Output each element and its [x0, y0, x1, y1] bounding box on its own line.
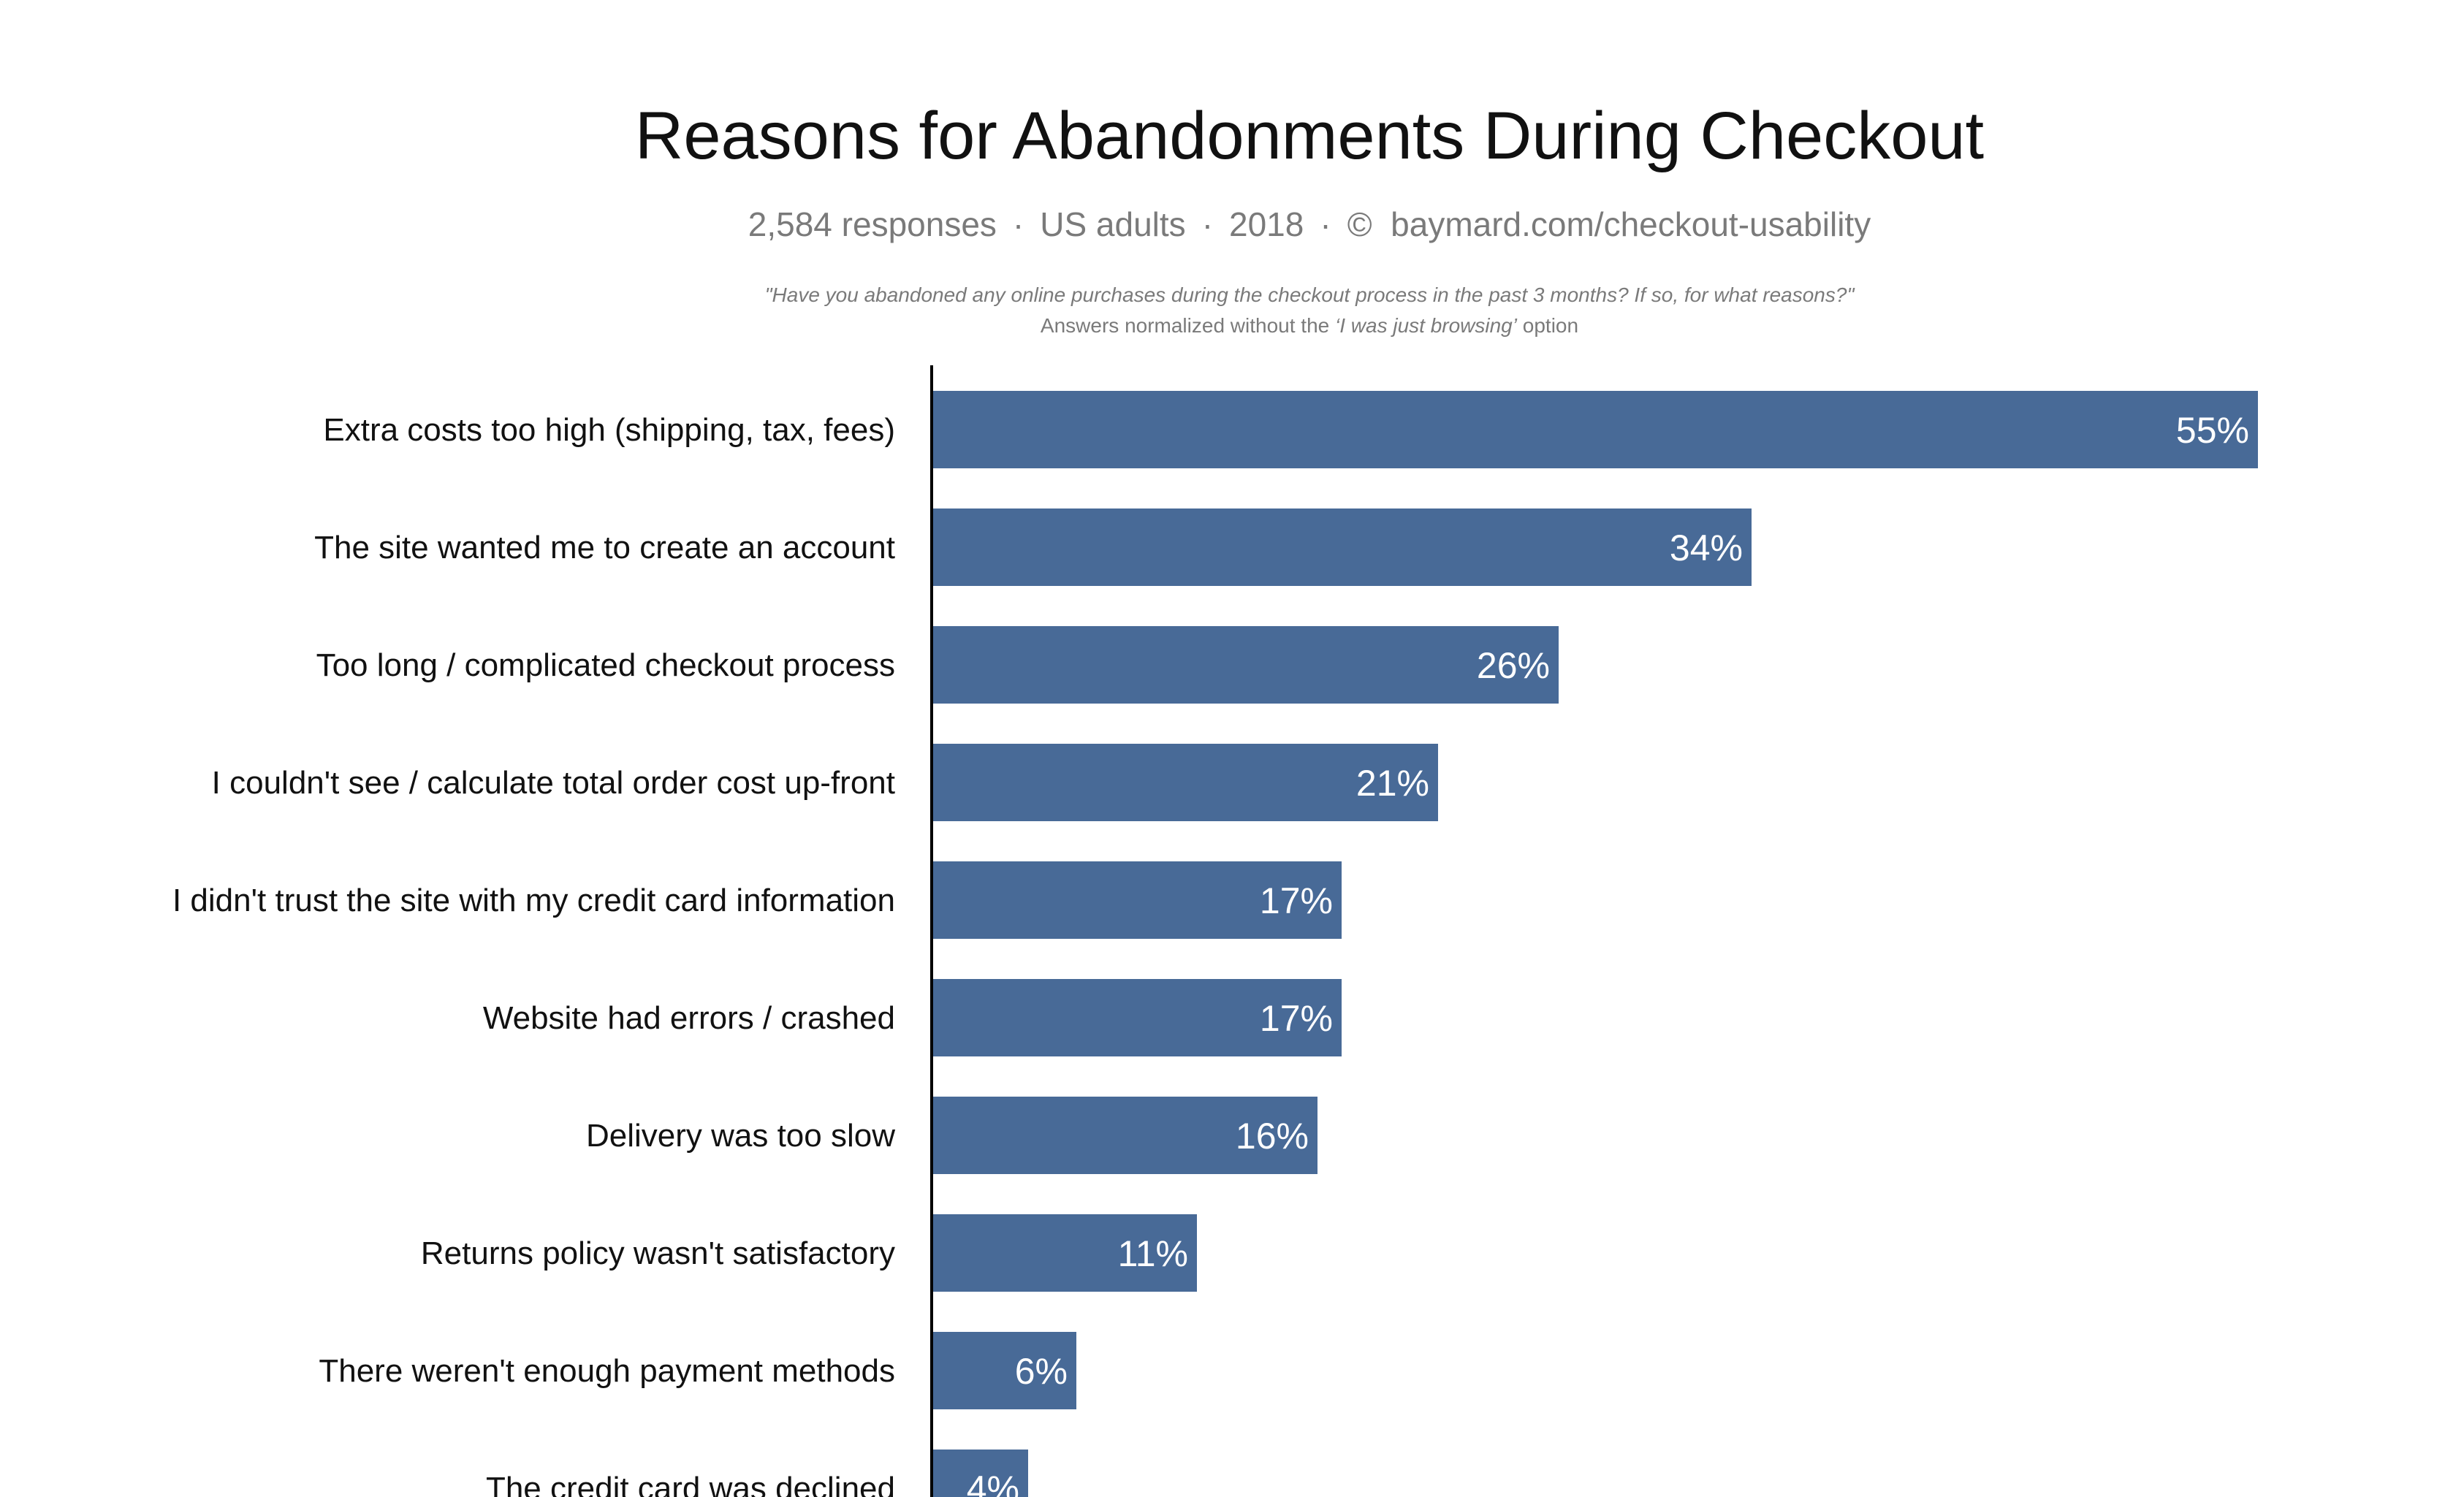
- category-label: Returns policy wasn't satisfactory: [421, 1235, 895, 1271]
- survey-question: "Have you abandoned any online purchases…: [764, 283, 1855, 306]
- bar-6: [932, 979, 1342, 1056]
- category-label: I couldn't see / calculate total order c…: [212, 765, 895, 801]
- bar-10: [932, 1450, 1028, 1497]
- category-label: Website had errors / crashed: [483, 1000, 895, 1036]
- note-suffix: option: [1516, 314, 1579, 337]
- bar-1: [932, 391, 2258, 468]
- chart-title: Reasons for Abandonments During Checkout: [634, 99, 1985, 173]
- value-label: 16%: [1236, 1116, 1309, 1157]
- category-label: Delivery was too slow: [586, 1118, 895, 1154]
- category-label: There weren't enough payment methods: [319, 1353, 895, 1389]
- subtitle-responses: 2,584 responses: [748, 205, 997, 243]
- category-label: I didn't trust the site with my credit c…: [172, 883, 895, 918]
- note-emphasis: ‘I was just browsing’: [1335, 314, 1517, 337]
- subtitle-population: US adults: [1040, 205, 1186, 243]
- value-label: 11%: [1118, 1233, 1188, 1274]
- normalization-note: Answers normalized without the ‘I was ju…: [0, 316, 2464, 336]
- bar-4: [932, 744, 1438, 821]
- bar-2: [932, 508, 1752, 586]
- category-label: Too long / complicated checkout process: [316, 647, 895, 683]
- copyright-icon: ©: [1347, 205, 1372, 243]
- bar-5: [932, 861, 1342, 939]
- value-label: 34%: [1670, 527, 1743, 568]
- value-label: 6%: [1015, 1351, 1068, 1392]
- value-label: 55%: [2176, 410, 2249, 451]
- subtitle-source: baymard.com/checkout-usability: [1391, 205, 1871, 243]
- value-label: 26%: [1477, 645, 1550, 686]
- value-label: 17%: [1260, 880, 1333, 921]
- chart-subtitle: 2,584 responses · US adults · 2018 · © baymard…: [0, 207, 2464, 241]
- note-prefix: Answers normalized without the: [1040, 314, 1335, 337]
- bar-3: [932, 626, 1559, 704]
- bar-9: [932, 1332, 1076, 1409]
- subtitle-year: 2018: [1229, 205, 1304, 243]
- category-label: The site wanted me to create an account: [314, 530, 895, 565]
- value-label: 4%: [967, 1469, 1019, 1497]
- bar-8: [932, 1214, 1197, 1292]
- subtitle-separator: ·: [1201, 205, 1214, 243]
- value-label: 21%: [1356, 763, 1429, 804]
- subtitle-separator: ·: [1012, 205, 1024, 243]
- subtitle-separator: ·: [1320, 205, 1331, 243]
- bar-7: [932, 1097, 1317, 1174]
- category-label: The credit card was declined: [486, 1471, 895, 1497]
- value-label: 17%: [1260, 998, 1333, 1039]
- category-label: Extra costs too high (shipping, tax, fee…: [323, 412, 895, 448]
